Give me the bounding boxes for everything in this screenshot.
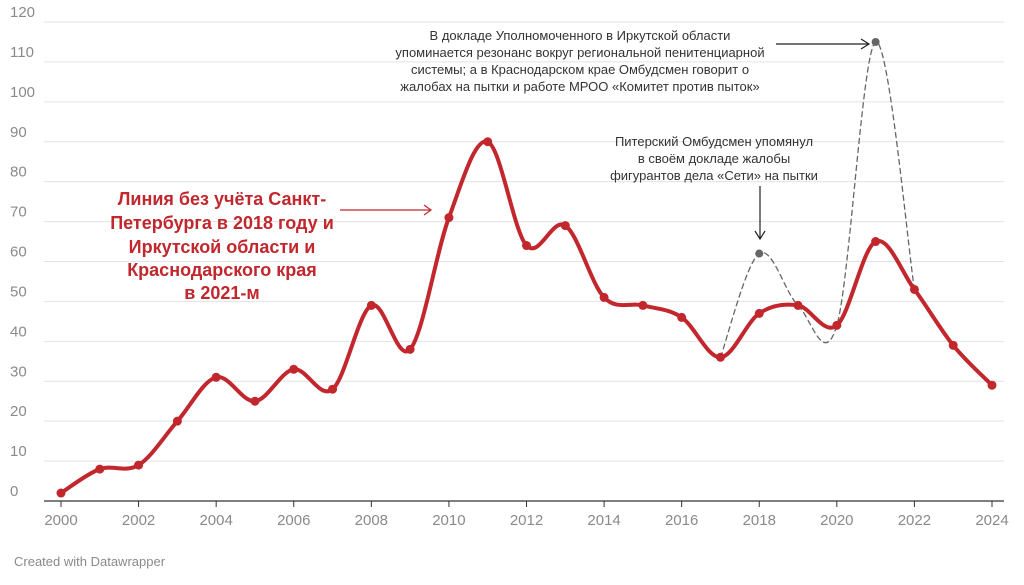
main-data-point <box>871 237 881 247</box>
irk-note-line-1: В докладе Уполномоченного в Иркутской об… <box>430 28 731 43</box>
main-data-point <box>793 300 803 310</box>
main-data-point <box>832 320 842 330</box>
dashed-data-point <box>871 37 880 46</box>
main-data-point <box>95 464 105 474</box>
main-data-point <box>134 460 144 470</box>
x-tick-label: 2008 <box>355 512 388 529</box>
spb-note-line-1: Питерский Омбудсмен упомянул <box>615 134 813 149</box>
spb-arrow-head <box>754 230 766 241</box>
y-tick-label: 30 <box>10 363 27 380</box>
main-data-point <box>289 364 299 374</box>
main-data-point <box>211 372 221 382</box>
x-axis: 2000 2002 2004 2006 2008 2010 2012 2014 2016 2018… <box>44 501 1009 529</box>
y-axis: 0 10 20 30 40 50 60 70 80 90 100 110 120 <box>10 4 35 500</box>
x-tick-label: 2002 <box>122 512 155 529</box>
x-tick-label: 2004 <box>199 512 232 529</box>
main-data-point <box>987 380 997 390</box>
main-data-point <box>250 396 260 406</box>
main-data-point <box>522 241 531 251</box>
main-data-point <box>328 384 338 394</box>
y-tick-label: 60 <box>10 244 27 261</box>
x-tick-label: 2012 <box>510 512 543 529</box>
y-tick-label: 70 <box>10 204 27 221</box>
y-tick-label: 100 <box>10 84 35 101</box>
x-tick-label: 2022 <box>898 512 931 529</box>
red-label-line-4: Краснодарского края <box>127 260 317 280</box>
irk-note-line-2: упоминается резонанс вокруг региональной… <box>395 45 764 60</box>
main-data-point <box>405 344 415 354</box>
x-tick-label: 2006 <box>277 512 310 529</box>
y-tick-label: 120 <box>10 4 35 21</box>
main-data-point <box>948 340 958 350</box>
annotation-red-label: Линия без учёта Санкт- Петербурга в 2018… <box>110 189 433 303</box>
gridlines <box>44 21 1004 502</box>
y-tick-label: 110 <box>10 44 34 61</box>
irk-arrow-head <box>860 38 871 50</box>
red-label-line-2: Петербурга в 2018 году и <box>110 213 334 233</box>
y-tick-label: 10 <box>10 443 27 460</box>
main-data-point <box>444 213 454 223</box>
red-label-line-5: в 2021-м <box>184 283 259 303</box>
y-tick-label: 20 <box>10 403 27 420</box>
y-tick-label: 40 <box>10 323 27 340</box>
x-tick-label: 2020 <box>820 512 853 529</box>
main-data-point <box>677 312 687 322</box>
y-tick-label: 80 <box>10 164 27 181</box>
spb-note-line-2: в своём докладе жалобы <box>638 151 790 166</box>
x-tick-label: 2000 <box>44 512 77 529</box>
main-data-point <box>599 292 609 302</box>
data-points <box>56 37 997 498</box>
main-data-point <box>560 221 570 231</box>
x-tick-label: 2014 <box>587 512 620 529</box>
irk-note-line-3: системы; а в Краснодарском крае Омбудсме… <box>411 62 749 77</box>
x-tick-label: 2016 <box>665 512 698 529</box>
credit-text: Created with Datawrapper <box>14 554 166 569</box>
dashed-data-point <box>755 249 764 258</box>
main-data-point <box>366 300 376 310</box>
main-data-point <box>56 488 66 498</box>
main-data-point <box>754 308 764 318</box>
spb-note-line-3: фигурантов дела «Сети» на пытки <box>610 168 818 183</box>
annotation-spb: Питерский Омбудсмен упомянул в своём док… <box>610 134 818 241</box>
x-tick-label: 2024 <box>975 512 1008 529</box>
annotation-irkutsk: В докладе Уполномоченного в Иркутской об… <box>395 28 871 94</box>
y-tick-label: 50 <box>10 283 27 300</box>
main-data-point <box>638 300 648 310</box>
red-label-line-3: Иркутской области и <box>129 237 316 257</box>
x-tick-label: 2010 <box>432 512 465 529</box>
main-data-point <box>715 352 725 362</box>
main-data-point <box>483 137 493 147</box>
main-data-point <box>172 416 182 426</box>
red-label-line-1: Линия без учёта Санкт- <box>118 189 326 209</box>
main-data-point <box>909 284 919 294</box>
x-tick-label: 2018 <box>743 512 776 529</box>
y-tick-label: 90 <box>10 124 27 141</box>
irk-note-line-4: жалобах на пытки и работе МРОО «Комитет … <box>400 79 759 94</box>
y-tick-label: 0 <box>10 483 18 500</box>
red-label-arrow-head <box>423 204 433 216</box>
